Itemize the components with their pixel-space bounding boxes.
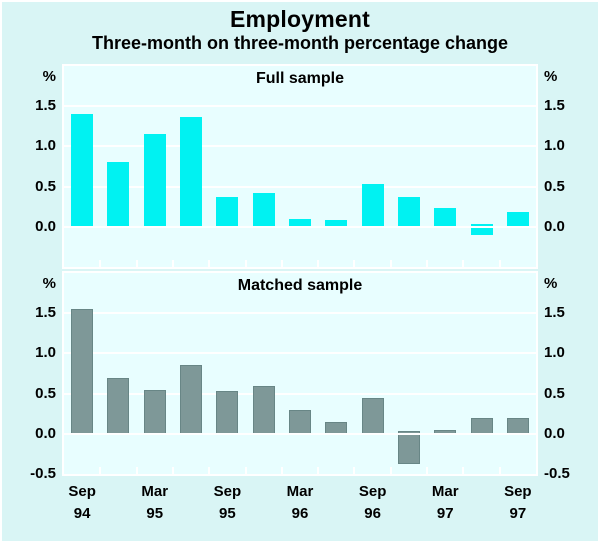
y-axis-label-right: 0.0	[544, 217, 565, 235]
axis-tick	[208, 467, 211, 474]
bar	[71, 309, 94, 435]
axis-tick	[171, 467, 174, 474]
y-axis-label-right: 0.0	[544, 424, 565, 442]
axis-tick	[280, 467, 283, 474]
panel-title-full-sample: Full sample	[255, 70, 345, 87]
x-axis-label-month: Sep	[68, 483, 96, 500]
y-axis-label-right: 1.0	[544, 137, 565, 155]
axis-tick	[317, 467, 320, 474]
axis-tick	[426, 467, 429, 474]
axis-tick	[426, 260, 429, 267]
x-axis-label-month: Sep	[358, 483, 387, 500]
bar	[180, 364, 203, 435]
gridline-1	[64, 352, 536, 355]
bar	[252, 386, 275, 435]
y-axis-unit-right: %	[544, 275, 558, 292]
y-axis-label-right: 1.5	[544, 97, 565, 115]
y-axis-label-left: 0.0	[35, 424, 56, 442]
bar	[143, 389, 166, 435]
y-axis-label-right: 0.5	[544, 384, 565, 402]
panel-matched-sample: Matched sample	[62, 271, 538, 476]
x-axis-label-month: Sep	[213, 483, 242, 500]
x-axis-label-year: 95	[219, 505, 236, 522]
gridline-1.5	[64, 312, 536, 315]
x-axis-label-year: 97	[436, 505, 454, 522]
x-axis-label-year: 94	[73, 505, 91, 522]
axis-tick	[99, 260, 102, 267]
panel-full-sample: Full sample	[62, 64, 538, 269]
chart-title: Employment	[229, 6, 371, 32]
y-axis-label-right: 0.5	[544, 177, 565, 195]
y-axis-unit-left: %	[42, 275, 56, 292]
x-axis-label-month: Mar	[286, 483, 314, 500]
x-axis-label-year: 96	[364, 505, 381, 522]
y-axis-label-left: 0.0	[35, 217, 56, 235]
y-axis-unit-left: %	[42, 68, 56, 85]
axis-tick	[498, 467, 501, 474]
bar	[180, 116, 203, 228]
bar	[71, 114, 94, 228]
bar	[470, 223, 493, 235]
bar	[397, 430, 420, 464]
y-axis-unit-right: %	[544, 68, 558, 85]
y-axis-label-right: 1.5	[544, 304, 565, 322]
zero-line	[64, 432, 536, 435]
y-axis-label-right: -0.5	[544, 465, 570, 482]
bar	[252, 193, 275, 228]
bar	[107, 161, 130, 228]
y-axis-label-left: 1.0	[35, 137, 56, 155]
y-axis-label-left: 1.5	[35, 304, 56, 322]
axis-tick	[389, 260, 392, 267]
gridline-0.5	[64, 392, 536, 395]
axis-tick	[389, 467, 392, 474]
bar	[216, 391, 239, 435]
bar	[107, 377, 130, 435]
y-axis-label-left: -0.5	[30, 465, 56, 482]
gridline-1	[64, 145, 536, 148]
y-axis-label-left: 1.5	[35, 97, 56, 115]
y-axis-label-right: 1.0	[544, 344, 565, 362]
bar	[289, 218, 311, 228]
axis-tick	[244, 260, 247, 267]
x-axis-label-month: Mar	[141, 483, 169, 500]
axis-tick	[462, 467, 465, 474]
gridline-0.5	[64, 185, 536, 188]
axis-tick	[353, 467, 356, 474]
axis-tick	[208, 260, 211, 267]
bar	[506, 212, 529, 228]
bar	[361, 397, 384, 435]
x-axis-label-year: 95	[146, 505, 164, 522]
zero-line	[64, 225, 536, 228]
panel-title-matched-sample: Matched sample	[237, 277, 363, 294]
axis-tick	[171, 260, 174, 267]
axis-tick	[135, 467, 138, 474]
bar	[434, 207, 457, 228]
x-axis-label-month: Mar	[431, 483, 459, 500]
y-axis-label-left: 1.0	[35, 344, 56, 362]
axis-tick	[353, 260, 356, 267]
axis-tick	[462, 260, 465, 267]
axis-tick	[280, 260, 283, 267]
axis-tick	[317, 260, 320, 267]
y-axis-label-left: 0.5	[35, 177, 56, 195]
axis-tick	[244, 467, 247, 474]
axis-tick	[99, 467, 102, 474]
bar	[289, 409, 311, 435]
bar	[325, 220, 348, 228]
axis-tick	[135, 260, 138, 267]
bar	[216, 197, 239, 228]
chart-subtitle: Three-month on three-month percentage ch…	[91, 33, 509, 53]
bar	[361, 184, 384, 228]
x-axis-label-year: 96	[291, 505, 309, 522]
bar	[143, 134, 166, 228]
axis-tick	[498, 260, 501, 267]
bar	[397, 197, 420, 228]
gridline-1.5	[64, 105, 536, 108]
x-axis-label-year: 97	[509, 505, 527, 522]
x-axis-label-month: Sep	[504, 483, 532, 500]
y-axis-label-left: 0.5	[35, 384, 56, 402]
